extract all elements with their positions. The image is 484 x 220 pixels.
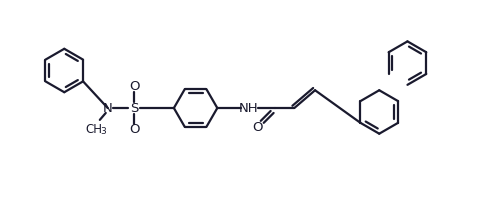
Text: O: O bbox=[253, 121, 263, 134]
Text: O: O bbox=[129, 123, 139, 136]
Text: S: S bbox=[130, 101, 138, 115]
Text: O: O bbox=[129, 80, 139, 93]
Text: CH: CH bbox=[85, 123, 103, 136]
Text: NH: NH bbox=[239, 101, 259, 115]
Text: 3: 3 bbox=[100, 127, 106, 136]
Text: N: N bbox=[103, 101, 113, 115]
